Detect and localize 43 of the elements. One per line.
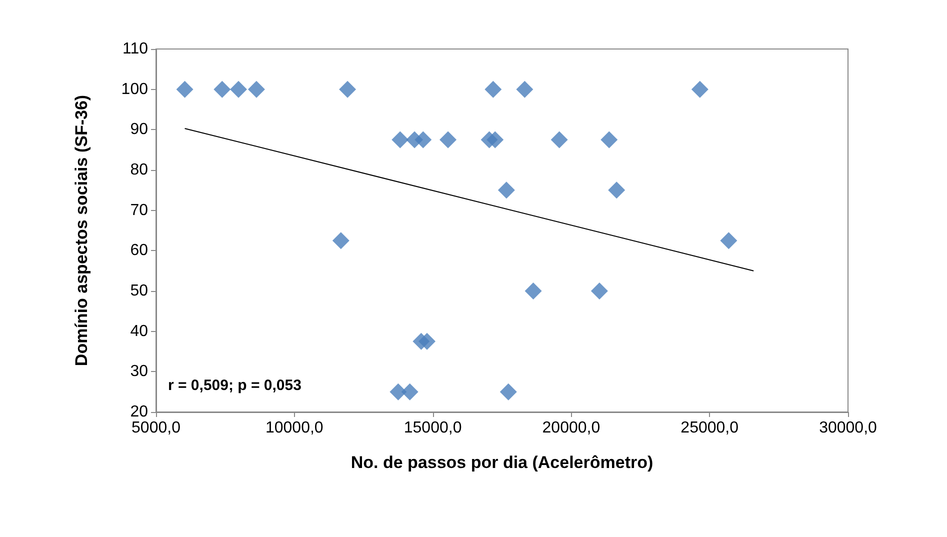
x-tick-label: 5000,0 [132, 420, 181, 436]
point [608, 182, 626, 199]
x-tick-label: 30000,0 [819, 420, 878, 436]
point [401, 383, 418, 400]
y-tick-label: 40 [130, 322, 148, 340]
point [720, 232, 738, 250]
point [339, 80, 356, 98]
y-tick-label: 100 [121, 80, 148, 98]
point [176, 80, 194, 98]
y-tick-label: 60 [130, 242, 148, 260]
point [500, 383, 517, 400]
y-tick-label: 110 [122, 40, 148, 58]
annotation: r = 0,509; p = 0,053 [168, 377, 302, 394]
y-axis-title: Domínio aspectos sociais (SF-36) [72, 94, 91, 366]
y-tick-label: 30 [130, 363, 148, 380]
point [418, 332, 436, 350]
point [590, 282, 608, 300]
point [248, 80, 265, 98]
point [414, 131, 432, 148]
point [524, 282, 542, 300]
point [691, 80, 708, 98]
point [392, 131, 409, 148]
x-tick-label: 15000,0 [404, 420, 462, 436]
y-tick-label: 80 [130, 162, 148, 178]
point [486, 131, 504, 148]
point [600, 131, 618, 148]
x-axis-title: No. de passos por dia (Acelerômetro) [350, 453, 654, 472]
point [332, 232, 350, 250]
point [214, 80, 231, 98]
x-tick-label: 10000,0 [265, 420, 324, 436]
y-tick-label: 20 [130, 404, 148, 420]
point [230, 80, 247, 98]
point [484, 80, 502, 98]
point [390, 383, 407, 400]
point [516, 80, 534, 98]
x-tick-label: 20000,0 [542, 420, 600, 436]
point [498, 182, 515, 199]
y-tick-label: 90 [130, 121, 148, 138]
y-tick-label: 70 [130, 202, 148, 219]
point [550, 131, 568, 148]
x-tick-label: 25000,0 [680, 420, 739, 436]
y-tick-label: 50 [130, 282, 148, 300]
point [440, 131, 457, 148]
